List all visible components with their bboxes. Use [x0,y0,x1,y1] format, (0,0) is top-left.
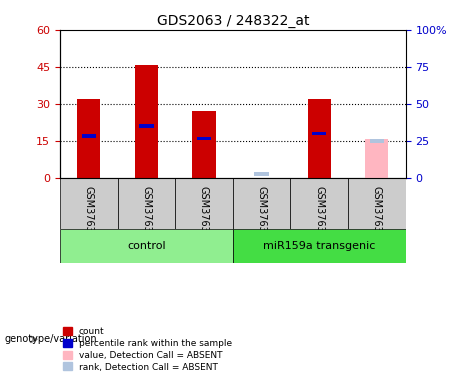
Text: GSM37635: GSM37635 [142,186,151,238]
FancyBboxPatch shape [233,178,290,229]
Bar [312,132,326,135]
Text: GSM37633: GSM37633 [84,186,94,238]
Bar [77,99,100,178]
Bar [308,99,331,178]
Text: GSM37636: GSM37636 [199,186,209,238]
FancyBboxPatch shape [60,178,118,229]
Legend: count, percentile rank within the sample, value, Detection Call = ABSENT, rank, : count, percentile rank within the sample… [60,324,235,374]
Bar [365,138,388,178]
Text: control: control [127,241,165,250]
Bar [82,134,96,138]
Text: GSM37638: GSM37638 [372,186,382,238]
FancyBboxPatch shape [233,229,406,262]
Text: genotype/variation: genotype/variation [5,334,97,344]
Bar [193,111,216,178]
FancyBboxPatch shape [118,178,175,229]
FancyBboxPatch shape [60,229,233,262]
FancyBboxPatch shape [348,178,406,229]
Title: GDS2063 / 248322_at: GDS2063 / 248322_at [157,13,309,28]
Bar [139,124,154,128]
Bar [370,139,384,143]
FancyBboxPatch shape [290,178,348,229]
Text: miR159a transgenic: miR159a transgenic [263,241,375,250]
FancyBboxPatch shape [175,178,233,229]
Bar [197,136,211,140]
Text: GSM37634: GSM37634 [257,186,266,238]
Text: GSM37637: GSM37637 [314,186,324,238]
Bar [135,64,158,178]
Bar [254,172,269,176]
